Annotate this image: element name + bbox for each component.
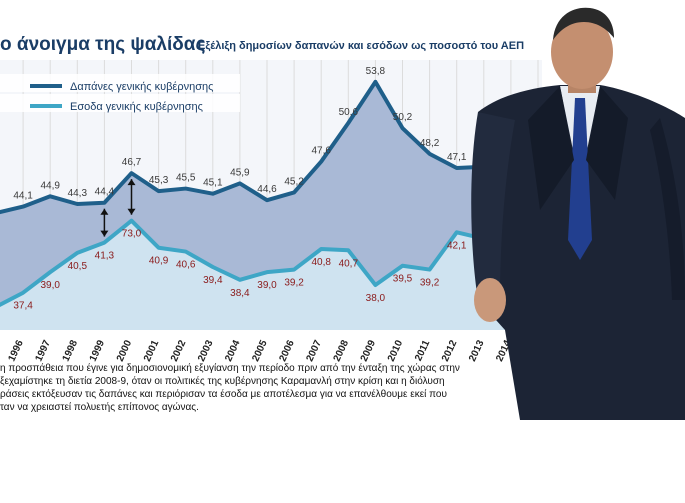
revenue-data-label: 41,3 xyxy=(95,251,115,262)
spending-data-label: 45,9 xyxy=(230,167,250,178)
spending-data-label: 44,4 xyxy=(95,187,115,198)
chart-subtitle: Εξέλιξη δημοσίων δαπανών και εσόδων ως π… xyxy=(198,40,525,52)
spending-data-label: 50,6 xyxy=(339,107,359,118)
revenue-data-label: 40,5 xyxy=(68,261,88,272)
gap-arrow-head xyxy=(127,179,136,186)
revenue-data-label: 73,0 xyxy=(122,229,142,240)
spending-data-label: 48,2 xyxy=(420,138,440,149)
spending-data-label: 44,3 xyxy=(68,188,88,199)
revenue-data-label: 38,0 xyxy=(366,293,386,304)
legend-label: Δαπάνες γενικής κυβέρνησης xyxy=(70,81,213,93)
revenue-data-label: 39,2 xyxy=(284,278,304,289)
spending-data-label: 45,2 xyxy=(284,176,304,187)
revenue-data-label: 39,0 xyxy=(40,280,60,291)
spending-data-label: 46,7 xyxy=(122,157,142,168)
spending-data-label: 45,1 xyxy=(203,178,223,189)
revenue-data-label: 37,4 xyxy=(13,301,33,312)
revenue-line xyxy=(0,218,540,308)
caption-line: η προσπάθεια που έγινε για δημοσιονομική… xyxy=(0,363,460,374)
spending-data-label: 45,5 xyxy=(176,173,196,184)
revenue-data-label: 39,5 xyxy=(393,274,413,285)
gap-arrow-head xyxy=(100,208,109,215)
gap-arrow-head xyxy=(127,208,136,215)
caption-line: ράσεις εκτόξευσαν τις δαπάνες και περιόρ… xyxy=(0,389,447,400)
caption-line: ξεχαμίστηκε τη διετία 2008-9, όταν οι πο… xyxy=(0,376,445,387)
revenue-data-label: 40,7 xyxy=(339,258,359,269)
spending-data-label: 47,1 xyxy=(447,152,467,163)
caption-line: ταν να χρειαστεί πολυετής επίπονος αγώνα… xyxy=(0,402,199,413)
revenue-data-label: 42,1 xyxy=(447,240,467,251)
revenue-data-label: 40,9 xyxy=(149,256,169,267)
spending-data-label: 47,6 xyxy=(311,146,331,157)
chart-title: ο άνοιγμα της ψαλίδας xyxy=(0,34,206,55)
revenue-data-label: 40,8 xyxy=(311,257,331,268)
spending-data-label: 44,6 xyxy=(257,184,277,195)
revenue-data-label: 40,6 xyxy=(176,260,196,271)
spending-line xyxy=(0,79,540,215)
spending-data-label: 44,1 xyxy=(13,191,33,202)
revenue-data-label: 39,2 xyxy=(420,278,440,289)
revenue-area xyxy=(0,220,538,330)
revenue-data-label: 39,4 xyxy=(203,275,223,286)
legend-label: Εσοδα γενικής κυβέρνησης xyxy=(70,101,203,113)
revenue-data-label: 38,4 xyxy=(230,288,250,299)
gap-arrow-head xyxy=(100,230,109,237)
chart-caption: η προσπάθεια που έγινε για δημοσιονομική… xyxy=(0,362,540,414)
spending-data-label: 50,2 xyxy=(393,112,413,123)
revenue-data-label: 39,0 xyxy=(257,280,277,291)
spending-data-label: 44,9 xyxy=(40,180,60,191)
spending-data-label: 45,3 xyxy=(149,175,169,186)
spending-data-label: 53,8 xyxy=(366,66,386,77)
